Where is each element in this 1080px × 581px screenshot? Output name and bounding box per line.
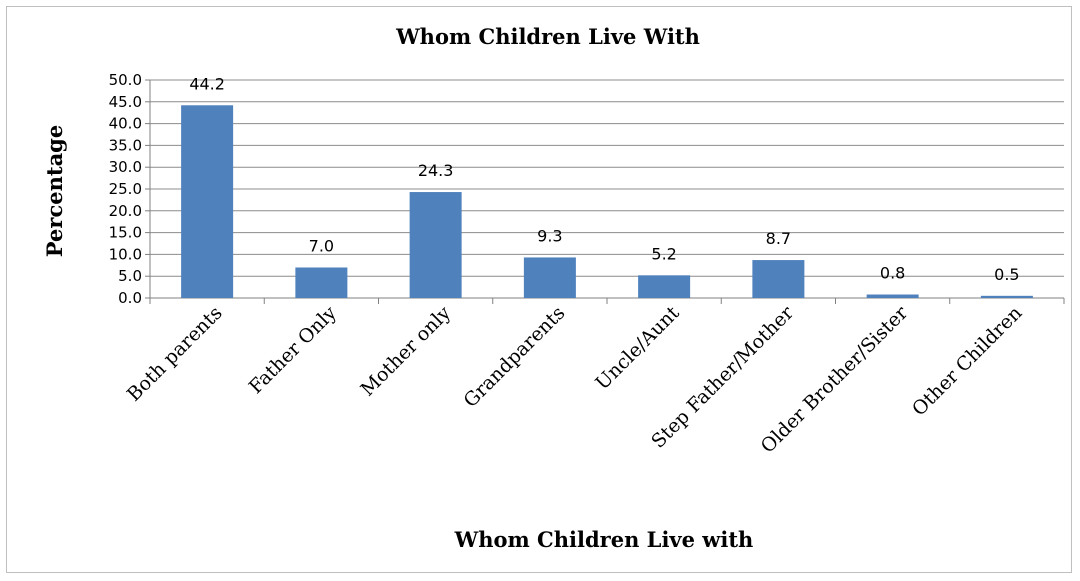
data-label: 9.3 (537, 226, 562, 245)
data-label: 0.8 (880, 264, 905, 283)
data-label: 5.2 (651, 244, 676, 263)
data-label: 44.2 (189, 74, 225, 93)
data-labels: 44.2 7.0 24.3 9.3 5.2 8.7 0.8 0.5 (189, 74, 1019, 284)
bars (181, 105, 1033, 299)
bar (181, 105, 234, 299)
axes (145, 79, 1065, 304)
data-label: 24.3 (418, 161, 454, 180)
y-tick-label: 5.0 (118, 267, 142, 285)
bar (409, 192, 462, 298)
y-tick-label: 15.0 (109, 224, 142, 242)
chart-title: Whom Children Live With (395, 24, 700, 49)
bar (295, 267, 348, 298)
y-tick-labels: 0.0 5.0 10.0 15.0 20.0 25.0 30.0 35.0 40.0 45.0 50… (109, 71, 142, 307)
bar (752, 260, 805, 298)
bar (638, 275, 691, 298)
y-axis-label: Percentage (42, 125, 67, 257)
bar (980, 295, 1033, 298)
category-label: Uncle/Aunt (591, 302, 683, 394)
category-label: Mother only (356, 302, 455, 401)
bar (523, 257, 576, 298)
x-axis-label: Whom Children Live with (454, 527, 754, 552)
bar (866, 294, 919, 298)
category-label: Both parents (123, 302, 227, 406)
data-label: 0.5 (994, 265, 1019, 284)
y-tick-label: 35.0 (109, 136, 142, 154)
category-label: Grandparents (459, 302, 569, 412)
y-tick-label: 45.0 (109, 93, 142, 111)
y-tick-label: 10.0 (109, 245, 142, 263)
data-label: 7.0 (309, 236, 334, 255)
x-tick-labels: Both parents Father Only Mother only Grandp… (123, 301, 1027, 457)
y-tick-label: 50.0 (109, 71, 142, 89)
category-label: Father Only (245, 302, 341, 398)
y-tick-label: 20.0 (109, 202, 142, 220)
y-tick-label: 25.0 (109, 180, 142, 198)
y-tick-label: 30.0 (109, 158, 142, 176)
data-label: 8.7 (766, 229, 791, 248)
category-label: Other Children (908, 302, 1026, 420)
y-tick-label: 40.0 (109, 115, 142, 133)
gridlines (150, 79, 1064, 277)
y-tick-label: 0.0 (118, 289, 142, 307)
